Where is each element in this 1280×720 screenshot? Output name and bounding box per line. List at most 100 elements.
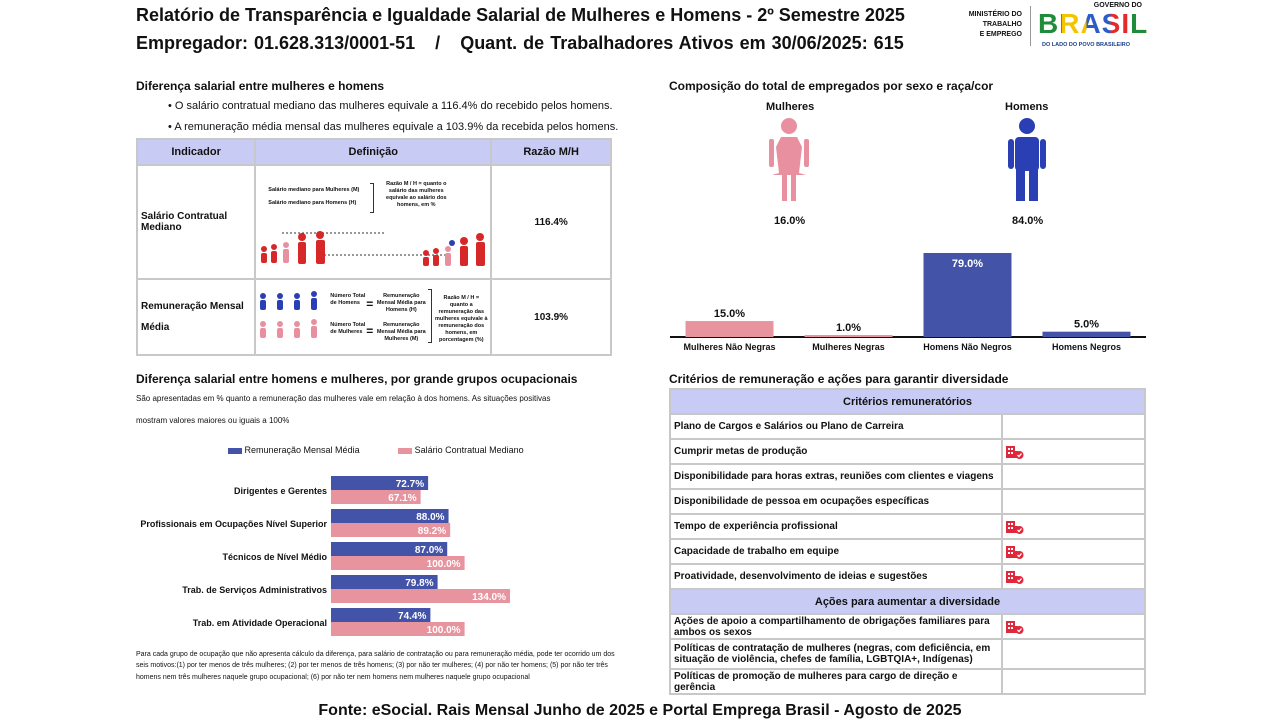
criteria-check-cell	[1001, 463, 1146, 490]
section-title-occupational: Diferença salarial entre homens e mulher…	[136, 372, 578, 386]
section-title-composition: Composição do total de empregados por se…	[669, 79, 994, 93]
indicator-average: Remuneração Mensal Média	[135, 278, 257, 356]
woman-icon	[769, 118, 809, 201]
gov-brasil-logo: GOVERNO DO BRASIL DO LADO DO POVO BRASIL…	[1038, 2, 1147, 50]
category-label: Profissionais em Ocupações Nível Superio…	[140, 519, 327, 529]
women-percentage: 16.0%	[774, 215, 806, 227]
data-label: 74.4%	[398, 611, 426, 622]
category-label: Trab. em Atividade Operacional	[193, 618, 327, 628]
criteria-label: Plano de Cargos e Salários ou Plano de C…	[669, 413, 1003, 440]
legend-label-median: Salário Contratual Mediano	[414, 445, 524, 455]
bar	[331, 542, 448, 556]
gov-top-text: GOVERNO DO	[1093, 2, 1142, 9]
occupational-bar-chart: Dirigentes e Gerentes 72.7% 67.1% Profissio…	[140, 476, 510, 636]
criteria-row: Plano de Cargos e Salários ou Plano de C…	[669, 413, 1146, 440]
men-label: Homens	[1005, 101, 1049, 113]
col-header-ratio: Razão M/H	[490, 138, 612, 166]
data-label: 88.0%	[416, 512, 444, 523]
report-title: Relatório de Transparência e Igualdade S…	[136, 5, 905, 25]
brasil-wordmark: BRASIL	[1038, 8, 1149, 39]
col-header-definition: Definição	[254, 138, 493, 166]
data-label: 79.8%	[405, 578, 433, 589]
bar	[331, 556, 465, 570]
median-people-illustration	[261, 231, 486, 266]
legend: Remuneração Mensal Média Salário Contrat…	[228, 445, 524, 455]
occupational-desc-line2: mostram valores maiores ou iguais a 100%	[136, 416, 290, 425]
indicator-median: Salário Contratual Mediano	[135, 164, 257, 280]
criteria-row: Capacidade de trabalho em equipe	[669, 538, 1146, 565]
indicator-average-line1: Remuneração Mensal	[141, 301, 244, 312]
bar	[1042, 331, 1131, 337]
criteria-row: Políticas de promoção de mulheres para c…	[669, 668, 1146, 695]
section-title-criteria: Critérios de remuneração e ações para ga…	[669, 372, 1009, 386]
criteria-row: Cumprir metas de produção	[669, 438, 1146, 465]
separator: /	[435, 33, 441, 53]
check-building-icon	[1006, 445, 1024, 459]
bar	[685, 321, 774, 337]
women-label: Mulheres	[766, 101, 815, 113]
data-label: 72.7%	[396, 479, 424, 490]
occupational-desc-line1: São apresentadas em % quanto a remuneraç…	[136, 394, 551, 403]
criteria-row: Tempo de experiência profissional	[669, 513, 1146, 540]
data-label: 87.0%	[415, 545, 443, 556]
bullet-median: • O salário contratual mediano das mulhe…	[168, 100, 613, 112]
data-label: 100.0%	[427, 625, 461, 636]
bar	[804, 335, 893, 337]
data-label: 79.0%	[952, 258, 983, 270]
criteria-row: Ações de apoio a compartilhamento de obr…	[669, 613, 1146, 640]
data-label: 67.1%	[388, 493, 416, 504]
category-label: Homens Não Negros	[923, 342, 1012, 352]
criteria-check-cell	[1001, 563, 1146, 590]
criteria-label: Políticas de contratação de mulheres (ne…	[669, 638, 1003, 670]
data-label: 1.0%	[836, 322, 861, 334]
category-label: Mulheres Negras	[812, 342, 885, 352]
ratio-average: 103.9%	[490, 278, 612, 356]
definition-average: Número Total de Homens = Remuneração Men…	[254, 278, 493, 356]
col-header-indicator: Indicador	[135, 138, 257, 166]
def-median-men: Salário mediano para Homens (H)	[268, 200, 357, 206]
category-label: Mulheres Não Negras	[683, 342, 775, 352]
criteria-check-cell	[1001, 413, 1146, 440]
bar	[331, 509, 449, 523]
diversity-header: Ações para aumentar a diversidade	[669, 588, 1146, 615]
criteria-label: Tempo de experiência profissional	[669, 513, 1003, 540]
category-label: Dirigentes e Gerentes	[234, 486, 327, 496]
bar	[331, 589, 510, 603]
employer-id: Empregador: 01.628.313/0001-51	[136, 33, 416, 53]
def-median-women: Salário mediano para Mulheres (M)	[268, 187, 360, 193]
criteria-row: Políticas de contratação de mulheres (ne…	[669, 638, 1146, 670]
man-icon	[1008, 118, 1046, 201]
legend-label-average: Remuneração Mensal Média	[244, 445, 360, 455]
definition-median: Salário mediano para Mulheres (M) Salári…	[254, 164, 493, 280]
criteria-row: Disponibilidade de pessoa em ocupações e…	[669, 488, 1146, 515]
category-label: Técnicos de Nível Médio	[222, 552, 327, 562]
bar	[331, 476, 429, 490]
category-label: Trab. de Serviços Administrativos	[182, 585, 327, 595]
occupational-footnote: Para cada grupo de ocupação que não apre…	[136, 651, 615, 681]
legend-swatch-median	[398, 447, 413, 454]
criteria-check-cell	[1001, 613, 1146, 640]
bar	[331, 622, 465, 636]
criteria-check-cell	[1001, 668, 1146, 695]
criteria-label: Disponibilidade para horas extras, reuni…	[669, 463, 1003, 490]
criteria-label: Proatividade, desenvolvimento de ideias …	[669, 563, 1003, 590]
criteria-label: Capacidade de trabalho em equipe	[669, 538, 1003, 565]
category-label: Homens Negros	[1052, 342, 1121, 352]
ministry-logo: MINISTÉRIO DO TRABALHO E EMPREGO	[950, 10, 1022, 40]
def-total-men: Número Total de Homens	[330, 293, 366, 306]
data-label: 134.0%	[472, 592, 506, 603]
criteria-check-cell	[1001, 488, 1146, 515]
legend-swatch-average	[228, 447, 242, 454]
check-building-icon	[1006, 520, 1024, 534]
ratio-median: 116.4%	[490, 164, 612, 280]
def-average-note: Razão M / H = quanto a remuneração das m…	[434, 295, 488, 343]
criteria-header: Critérios remuneratórios	[669, 388, 1146, 415]
ministry-line: MINISTÉRIO DO	[968, 11, 1022, 18]
bar	[331, 608, 431, 622]
def-median-note: Razão M / H = quanto o salário das mulhe…	[386, 181, 447, 208]
average-people-illustration	[260, 291, 318, 338]
table-row: Salário Contratual Mediano Salário media…	[135, 164, 612, 280]
composition-bar-chart: 15.0% Mulheres Não Negras 1.0% Mulheres Neg…	[670, 253, 1146, 352]
footer-source: Fonte: eSocial. Rais Mensal Junho de 202…	[318, 702, 962, 719]
table-header-row: Indicador Definição Razão M/H	[135, 138, 612, 166]
